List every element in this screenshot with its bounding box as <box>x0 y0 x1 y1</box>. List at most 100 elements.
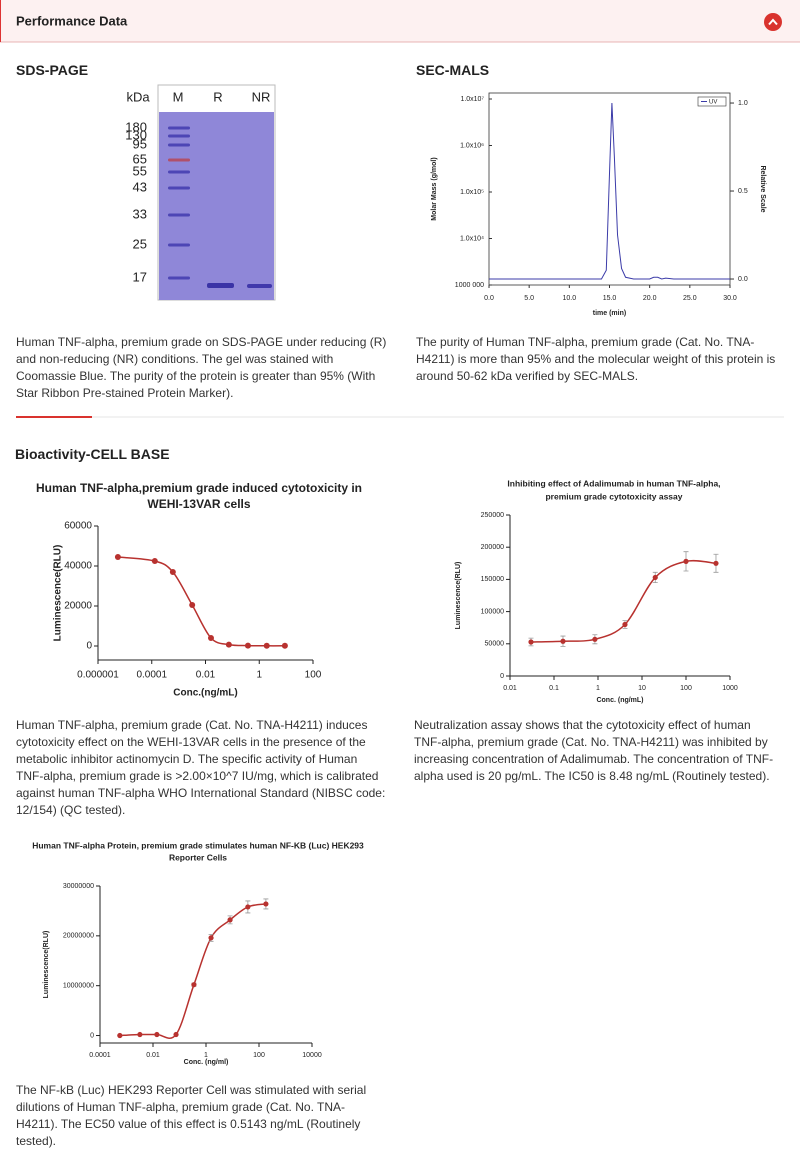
marker-band <box>168 158 190 162</box>
marker-label: 95 <box>133 136 147 151</box>
data-point <box>191 982 197 988</box>
collapse-button[interactable] <box>764 13 782 31</box>
data-point <box>227 917 233 923</box>
marker-label: 180 <box>125 119 147 134</box>
x-tick-label: 15.0 <box>603 295 617 302</box>
chart-title: Human TNF-alpha,premium grade induced cy… <box>36 481 362 495</box>
data-point <box>263 642 270 649</box>
caption: Human TNF-alpha, premium grade on SDS-PA… <box>16 335 387 400</box>
section-heading: SEC-MALS <box>416 62 490 78</box>
y-tick-label: 200000 <box>481 544 504 551</box>
marker-band <box>168 213 190 217</box>
caption: The NF-kB (Luc) HEK293 Reporter Cell was… <box>16 1083 367 1148</box>
x-tick-label: 30.0 <box>723 295 737 302</box>
marker-band <box>168 126 190 130</box>
marker-label: 55 <box>133 163 147 178</box>
y-tick-label: 0 <box>86 641 92 652</box>
y-tick-label: 50000 <box>485 641 505 648</box>
data-point <box>189 602 196 608</box>
x-tick-label: 20.0 <box>643 295 657 302</box>
marker-band <box>168 143 190 147</box>
x-tick-label: 1000 <box>722 685 738 692</box>
y2-tick-label: 0.0 <box>738 276 748 283</box>
header-title: Performance Data <box>16 13 128 28</box>
caption: The purity of Human TNF-alpha, premium g… <box>416 335 776 383</box>
y-tick-label: 1.0x10⁷ <box>460 96 484 103</box>
x-tick-label: 1 <box>204 1052 208 1059</box>
x-tick-label: 0.000001 <box>77 670 119 681</box>
y-axis-label: Luminescence(RLU) <box>53 545 64 642</box>
data-point <box>137 1031 143 1038</box>
y-tick-label: 20000000 <box>63 933 94 940</box>
y-tick-label: 10000000 <box>63 983 94 990</box>
data-point <box>592 636 598 642</box>
gel <box>159 112 274 300</box>
x-tick-label: 10.0 <box>563 295 577 302</box>
data-point <box>151 558 158 564</box>
y-tick-label: 30000000 <box>63 883 94 890</box>
data-point <box>683 558 689 564</box>
data-point <box>154 1031 160 1038</box>
gel-band-nr <box>247 284 272 288</box>
x-tick-label: 0.01 <box>196 670 216 681</box>
data-point <box>173 1031 179 1038</box>
y-tick-label: 1.0x10⁴ <box>460 235 484 242</box>
data-point <box>225 641 232 648</box>
fit-curve <box>117 556 285 647</box>
data-point <box>208 935 214 941</box>
gel-lane-label: R <box>213 89 222 104</box>
y-tick-label: 1000 000 <box>455 282 484 289</box>
fit-curve <box>530 559 717 643</box>
x-axis-label: time (min) <box>593 310 626 317</box>
x-tick-label: 0.1 <box>549 685 559 692</box>
x-tick-label: 0.01 <box>146 1052 160 1059</box>
data-point <box>169 569 176 575</box>
data-point <box>560 638 566 644</box>
y-tick-label: 150000 <box>481 576 504 583</box>
fit-curve <box>119 903 267 1039</box>
y-tick-label: 1.0x10⁵ <box>460 189 484 196</box>
uv-trace <box>489 103 730 280</box>
data-point <box>245 904 251 910</box>
x-tick-label: 100 <box>680 685 692 692</box>
y-tick-label: 60000 <box>64 521 92 532</box>
chart-title: Human TNF-alpha Protein, premium grade s… <box>32 840 364 850</box>
x-tick-label: 10000 <box>302 1052 322 1059</box>
data-point <box>622 621 628 628</box>
marker-band <box>168 243 190 247</box>
y-axis-label: Luminescence(RLU) <box>455 562 462 630</box>
marker-label: 33 <box>133 206 147 221</box>
data-point <box>713 560 719 566</box>
chart-title: WEHI-13VAR cells <box>147 497 250 511</box>
y-tick-label: 1.0x10⁶ <box>460 142 484 149</box>
marker-label: 25 <box>133 236 147 251</box>
x-tick-label: 0.01 <box>503 685 517 692</box>
gel-lane-label: M <box>173 89 184 104</box>
y2-tick-label: 1.0 <box>738 100 748 107</box>
marker-band <box>168 134 190 138</box>
data-point <box>652 574 658 581</box>
data-point <box>263 901 269 907</box>
data-point <box>244 642 251 649</box>
y-tick-label: 20000 <box>64 601 92 612</box>
y2-axis-label: Relative Scale <box>759 165 766 212</box>
chart-title: Reporter Cells <box>169 852 227 862</box>
x-tick-label: 100 <box>253 1052 265 1059</box>
x-tick-label: 1 <box>256 670 262 681</box>
x-tick-label: 25.0 <box>683 295 697 302</box>
legend-label: UV <box>709 100 717 106</box>
x-tick-label: 0.0001 <box>136 670 167 681</box>
y-tick-label: 250000 <box>481 512 504 519</box>
x-tick-label: 100 <box>305 670 322 681</box>
x-tick-label: 0.0 <box>484 295 494 302</box>
gel-lane-label: kDa <box>126 89 150 104</box>
caption: Neutralization assay shows that the cyto… <box>414 718 774 783</box>
data-point <box>207 635 214 641</box>
x-tick-label: 1 <box>596 685 600 692</box>
y-tick-label: 100000 <box>481 608 504 615</box>
chart-title: premium grade cytotoxicity assay <box>545 491 682 501</box>
data-point <box>114 554 121 560</box>
x-axis-label: Conc. (ng/ml) <box>184 1059 229 1066</box>
gel-lane-label: NR <box>252 89 271 104</box>
